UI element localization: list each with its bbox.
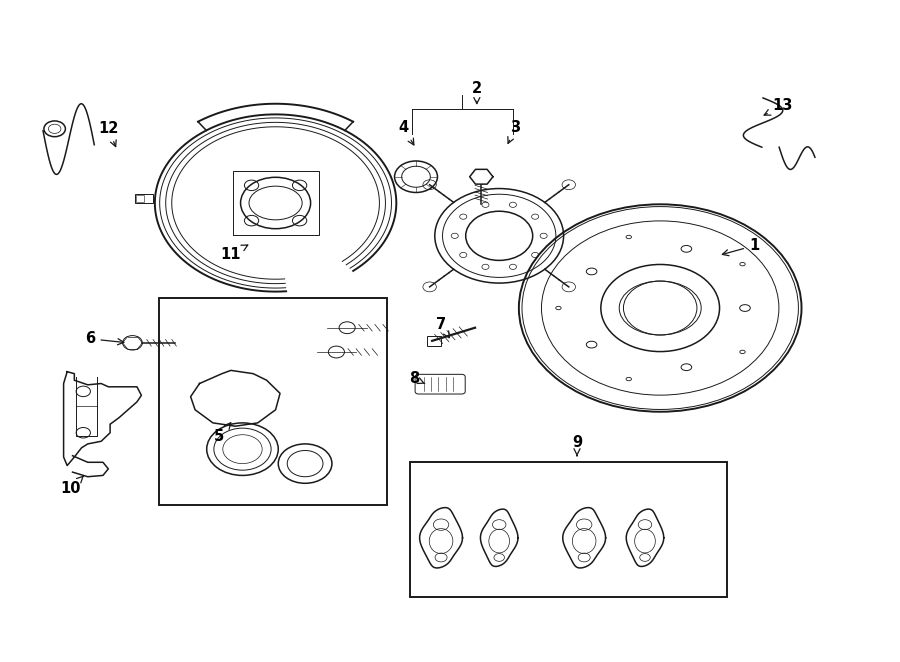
Text: 1: 1 — [723, 238, 760, 256]
Bar — [410, 462, 727, 597]
Bar — [135, 195, 153, 203]
Text: 6: 6 — [86, 332, 124, 346]
Text: 13: 13 — [764, 99, 793, 115]
Text: 8: 8 — [410, 371, 425, 387]
Text: 9: 9 — [572, 435, 582, 455]
Text: 4: 4 — [399, 120, 414, 145]
Text: 2: 2 — [472, 81, 482, 104]
Bar — [136, 195, 144, 203]
Text: 10: 10 — [60, 476, 84, 496]
Bar — [427, 336, 441, 346]
Bar — [159, 298, 387, 505]
Text: 7: 7 — [436, 317, 449, 338]
Text: 5: 5 — [214, 423, 230, 444]
Text: 11: 11 — [220, 245, 248, 261]
Text: 12: 12 — [98, 121, 119, 146]
Text: 3: 3 — [508, 120, 520, 144]
